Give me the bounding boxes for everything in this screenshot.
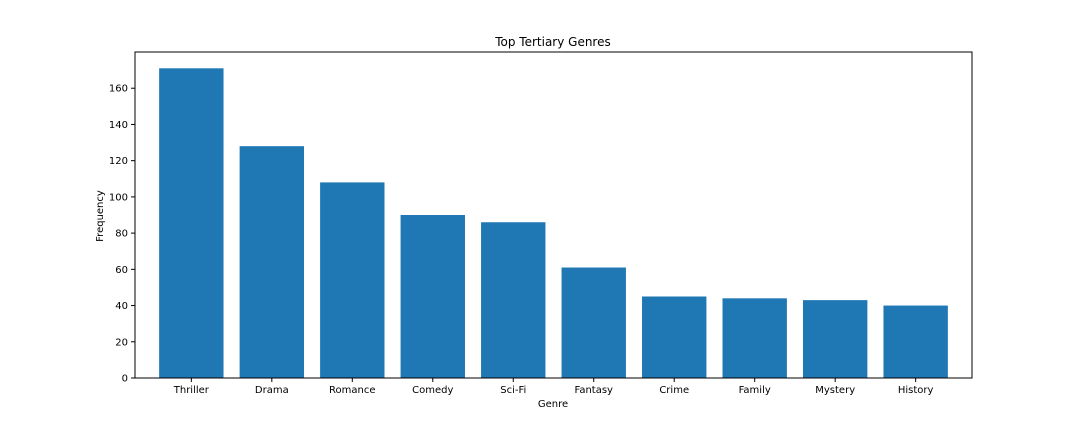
y-tick-label: 100 xyxy=(109,192,128,203)
bars-group xyxy=(159,68,948,379)
bar-family xyxy=(722,298,787,378)
y-tick-label: 140 xyxy=(109,120,128,131)
plot-frame xyxy=(134,51,973,379)
x-tick-label: Thriller xyxy=(173,385,210,396)
y-axis-title: Frequency xyxy=(95,190,106,242)
bar-crime xyxy=(642,296,707,378)
bar-fantasy xyxy=(561,267,626,378)
x-tick-label: Fantasy xyxy=(574,385,613,396)
x-tick-label: Romance xyxy=(329,385,375,396)
y-tick-label: 80 xyxy=(115,229,128,240)
y-tick-label: 0 xyxy=(122,374,128,385)
x-axis-title: Genre xyxy=(538,399,568,410)
x-axis: Thriller Drama Romance Comedy Sci-Fi Fantasy C… xyxy=(173,378,934,396)
bar-thriller xyxy=(159,68,224,379)
y-tick-label: 120 xyxy=(109,156,128,167)
bar-history xyxy=(883,305,948,378)
chart-title: Top Tertiary Genres xyxy=(494,35,611,49)
x-tick-label: Mystery xyxy=(815,385,855,396)
y-axis: 0 20 40 60 80 100 120 140 160 xyxy=(109,84,135,385)
y-tick-label: 160 xyxy=(109,84,128,95)
x-tick-label: Drama xyxy=(255,385,289,396)
y-tick-label: 20 xyxy=(115,337,128,348)
bar-comedy xyxy=(400,215,465,378)
x-tick-label: Sci-Fi xyxy=(500,385,526,396)
x-tick-label: Crime xyxy=(659,385,689,396)
x-tick-label: Comedy xyxy=(412,385,453,396)
bar-mystery xyxy=(802,300,868,378)
x-tick-label: Family xyxy=(739,385,771,396)
y-tick-label: 60 xyxy=(115,265,128,276)
bar-sci-fi xyxy=(481,222,546,378)
y-tick-label: 40 xyxy=(115,301,128,312)
bar-drama xyxy=(239,146,305,378)
bar-romance xyxy=(320,182,385,378)
x-tick-label: History xyxy=(898,385,934,396)
